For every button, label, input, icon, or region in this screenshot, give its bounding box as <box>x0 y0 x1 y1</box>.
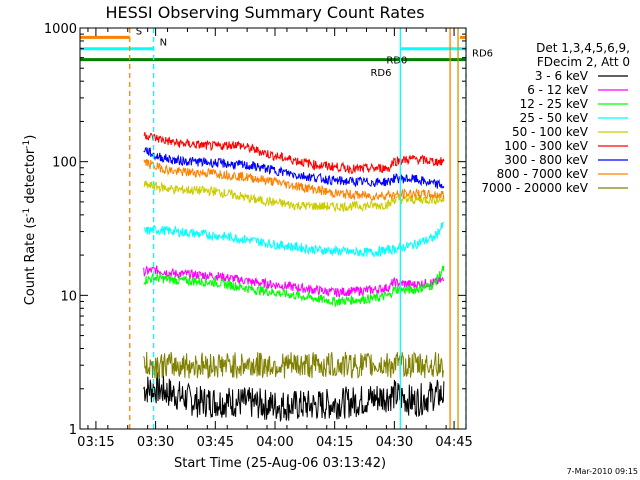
y-tick-label: 1000 <box>44 22 77 37</box>
x-tick-label: 04:00 <box>256 435 293 450</box>
flag-label: N <box>160 38 167 49</box>
y-axis-label-part: detector <box>23 148 38 208</box>
flag-label: RD6 <box>472 49 493 60</box>
series-line <box>143 351 445 379</box>
flag-annotation: RD0 <box>386 56 407 67</box>
x-tick-label: 04:30 <box>376 435 413 450</box>
series-lines <box>143 132 445 423</box>
flag-annotation: RD6 <box>370 68 391 79</box>
legend: Det 1,3,4,5,6,9, FDecim 2, Att 0 3 - 6 k… <box>481 41 630 195</box>
chart-title: HESSI Observing Summary Count Rates <box>105 3 424 22</box>
footer-date: 7-Mar-2010 09:15 <box>567 467 638 476</box>
y-axis-label-part: Count Rate (s <box>23 217 38 306</box>
series-line <box>143 265 445 308</box>
y-tick-label: 100 <box>52 156 77 171</box>
series-line <box>143 180 445 213</box>
legend-header: FDecim 2, Att 0 <box>537 55 630 69</box>
legend-label: 100 - 300 keV <box>504 139 588 153</box>
x-tick-label: 03:15 <box>77 435 114 450</box>
legend-label: 25 - 50 keV <box>520 111 589 125</box>
x-axis-label: Start Time (25-Aug-06 03:13:42) <box>174 456 386 471</box>
axes: 1 10 100 1000 03:15 03:30 03:45 04:00 04:15 04:30… <box>44 22 473 450</box>
series-line <box>143 265 445 298</box>
legend-label: 3 - 6 keV <box>535 69 589 83</box>
y-tick-label: 1 <box>69 423 77 438</box>
y-tick-label: 10 <box>60 289 77 304</box>
plot-frame <box>79 27 467 430</box>
legend-header: Det 1,3,4,5,6,9, <box>536 41 630 55</box>
y-axis-label: Count Rate (s-1 detector-1) <box>22 135 38 306</box>
legend-label: 12 - 25 keV <box>520 97 589 111</box>
series-line <box>143 158 445 202</box>
legend-label: 50 - 100 keV <box>512 125 589 139</box>
x-tick-label: 03:45 <box>197 435 234 450</box>
series-line <box>143 371 445 423</box>
y-axis-label-sup: -1 <box>22 208 32 217</box>
legend-label: 300 - 800 keV <box>504 153 588 167</box>
y-axis-label-sup: -1 <box>22 140 32 149</box>
series-line <box>143 132 445 175</box>
y-axis-label-part: ) <box>23 135 38 140</box>
legend-label: 7000 - 20000 keV <box>481 181 588 195</box>
flag-label: S <box>136 26 142 37</box>
series-line <box>143 221 445 258</box>
x-tick-label: 03:30 <box>137 435 174 450</box>
series-line <box>143 146 445 189</box>
x-tick-label: 04:15 <box>316 435 353 450</box>
legend-label: 6 - 12 keV <box>527 83 589 97</box>
x-tick-label: 04:45 <box>435 435 472 450</box>
legend-label: 800 - 7000 keV <box>497 167 589 181</box>
